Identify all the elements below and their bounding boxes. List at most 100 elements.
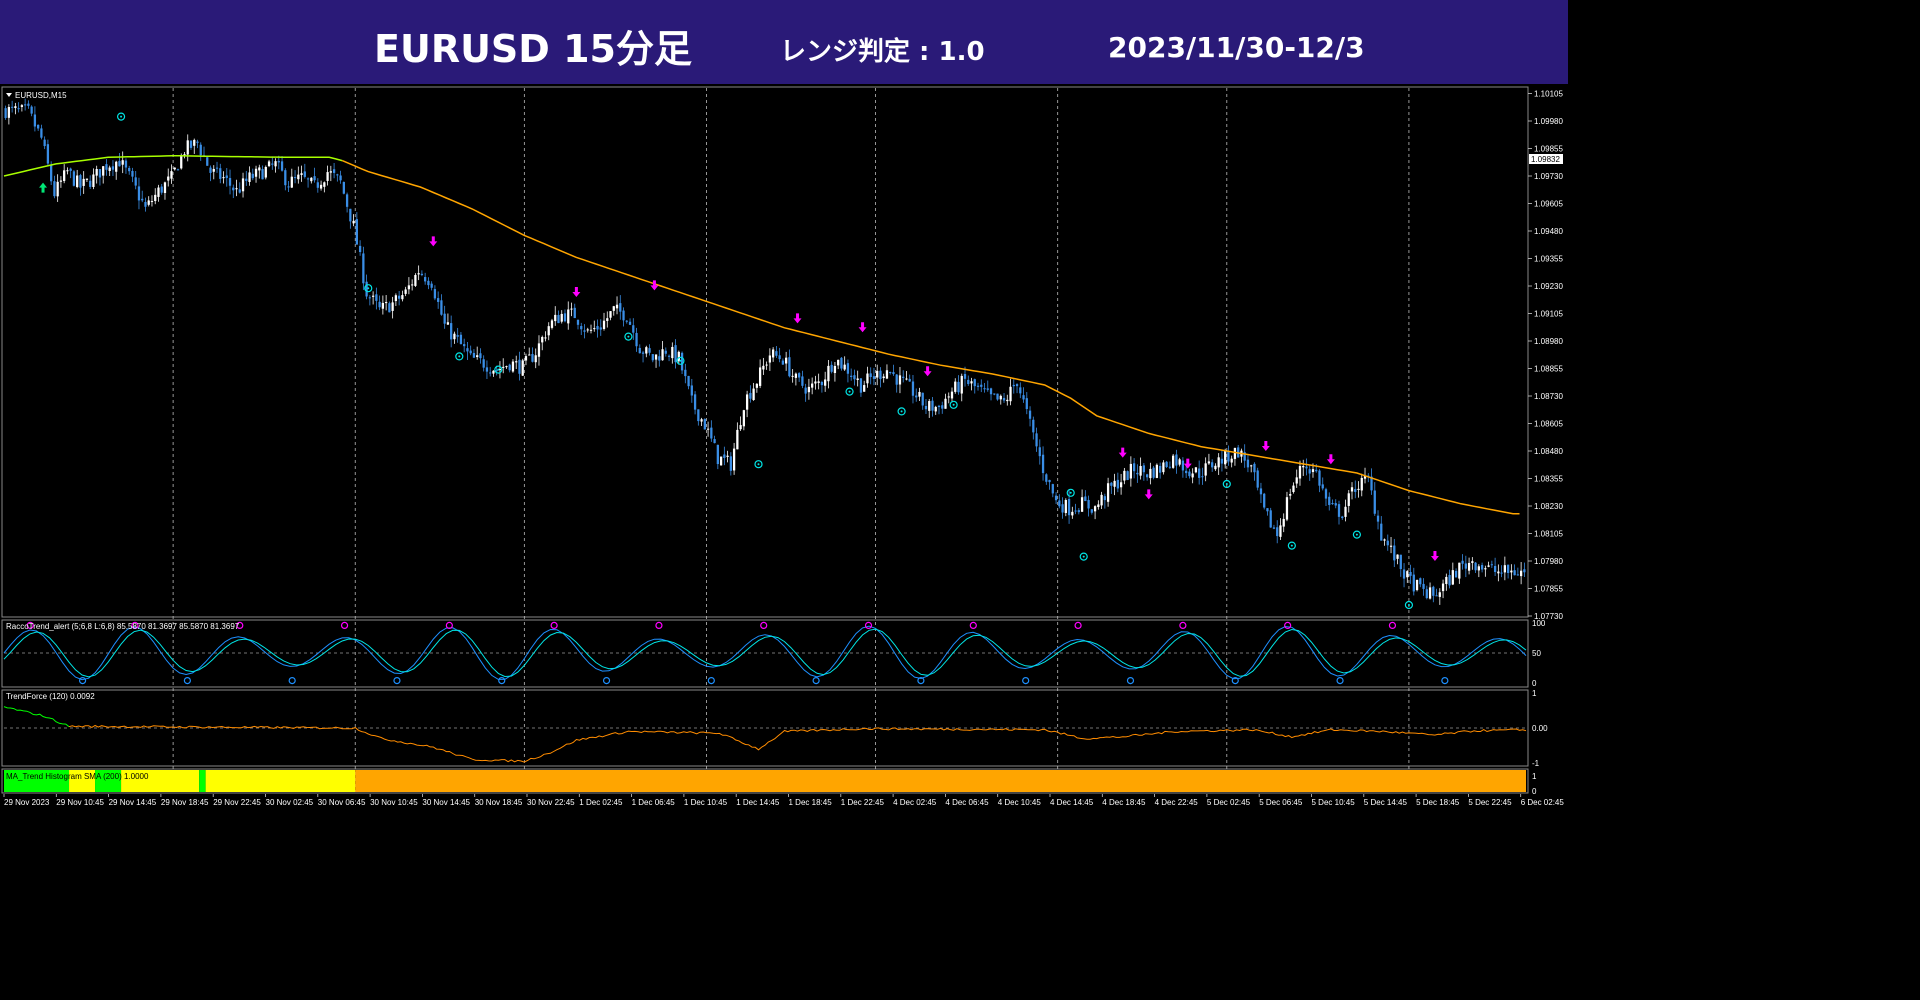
candle-body [1474, 562, 1477, 571]
histogram-tick-label: 0 [1532, 787, 1537, 796]
rt-bottom-signal-icon [707, 676, 715, 685]
candle-body [651, 354, 654, 361]
candle-body [1061, 504, 1064, 513]
candle-body [1412, 574, 1415, 592]
rt-bottom-signal-icon [1022, 676, 1030, 685]
time-tick-label: 4 Dec 14:45 [1050, 798, 1094, 807]
candle-body [554, 314, 557, 322]
candle-body [1178, 459, 1181, 465]
candle-body [1292, 485, 1295, 493]
candle-body [391, 302, 394, 311]
candle-body [963, 374, 967, 379]
time-tick-label: 29 Nov 14:45 [109, 798, 157, 807]
candle-body [469, 350, 472, 354]
candle-body [394, 295, 398, 302]
candle-body [502, 366, 505, 368]
candle-body [1318, 470, 1321, 486]
price-tick-label: 1.09855 [1534, 145, 1563, 154]
candle-body [625, 320, 628, 322]
candle-body [121, 160, 124, 165]
candle-body [911, 381, 915, 396]
rt-top-signal-icon [26, 621, 34, 630]
candle-body [1035, 433, 1038, 447]
candle-body [378, 301, 381, 308]
candle-body [1087, 499, 1090, 509]
candle-body [241, 178, 245, 192]
rt-top-signal-icon [1284, 621, 1292, 630]
candle-body [641, 352, 645, 354]
candle-body [375, 294, 378, 301]
candle-body [1402, 569, 1406, 579]
candle-body [1380, 523, 1383, 541]
candle-body [261, 169, 264, 180]
candle-body [424, 277, 427, 282]
candle-body [830, 364, 833, 372]
candle-body [1126, 471, 1129, 481]
candle-body [934, 406, 937, 412]
circle-signal-icon [1222, 479, 1231, 489]
candle-body [319, 184, 323, 189]
candle-body [541, 336, 544, 343]
circle-signal-icon [1352, 530, 1361, 539]
candle-body [7, 107, 11, 118]
candle-body [339, 175, 342, 181]
circle-signal-dot-icon [367, 287, 370, 290]
candle-body [667, 355, 671, 357]
candle-body [342, 182, 345, 194]
candle-body [115, 161, 118, 172]
candle-body [798, 373, 801, 378]
candle-body [1119, 482, 1123, 488]
candle-body [889, 372, 892, 374]
candle-body [4, 108, 7, 118]
circle-signal-dot-icon [848, 390, 851, 393]
candle-body [1123, 470, 1126, 481]
candle-body [427, 280, 430, 286]
circle-signal-dot-icon [1355, 533, 1358, 536]
candle-body [303, 171, 306, 177]
candle-body [967, 379, 970, 385]
candle-body [1406, 571, 1409, 578]
candle-body [560, 313, 563, 322]
main-price-pane [3, 98, 1526, 610]
rt-bottom-signal-icon [1231, 676, 1239, 685]
candle-body [505, 366, 508, 368]
candle-body [824, 379, 827, 386]
rt-indicator-label: RaccoTrend_alert (5;6,8 L:6,8) 85.5870 8… [6, 622, 240, 631]
candle-body [326, 172, 329, 181]
histogram-segment [205, 770, 356, 792]
candle-body [537, 343, 541, 357]
candle-body [310, 177, 313, 182]
candle-body [1149, 468, 1152, 479]
candle-body [1347, 493, 1350, 506]
sell-arrow-icon [858, 322, 867, 333]
candle-body [508, 364, 511, 371]
candle-body [820, 381, 824, 386]
circle-signal-icon [754, 460, 763, 469]
candle-body [349, 208, 352, 222]
candle-body [1074, 510, 1077, 512]
candle-body [336, 174, 339, 176]
histogram-segment [69, 770, 96, 792]
candle-body [1308, 469, 1311, 474]
candle-body [580, 326, 583, 330]
candle-body [1341, 516, 1344, 519]
candle-body [414, 275, 417, 286]
candle-body [1084, 496, 1087, 502]
candle-body [128, 167, 131, 172]
candle-body [986, 388, 989, 390]
candle-body [1152, 467, 1155, 478]
candle-body [43, 139, 46, 147]
candle-body [147, 200, 150, 205]
candle-body [313, 176, 316, 181]
rt-pane-frame [1, 619, 1529, 688]
candle-body [989, 388, 993, 395]
candle-body [615, 304, 619, 309]
candle-body [768, 355, 772, 363]
candle-body [1324, 489, 1328, 499]
symbol-menu-triangle-icon[interactable] [6, 93, 12, 97]
candle-body [729, 456, 732, 471]
price-tick-label: 1.08855 [1534, 365, 1563, 374]
candle-body [1129, 463, 1133, 479]
price-tick-label: 1.09480 [1534, 227, 1563, 236]
time-tick-label: 1 Dec 18:45 [789, 798, 833, 807]
